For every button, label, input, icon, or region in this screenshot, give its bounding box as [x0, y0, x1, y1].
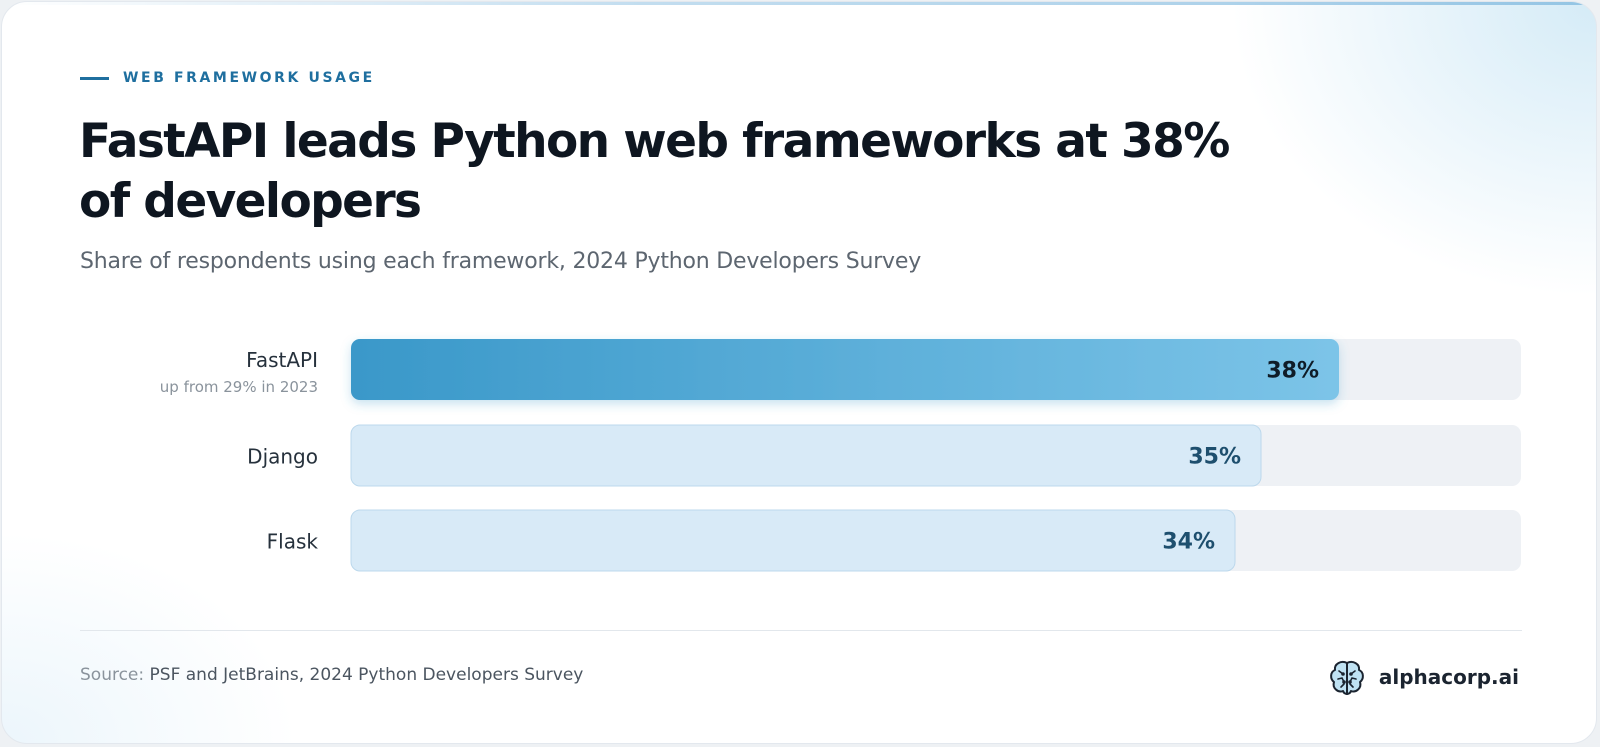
- category-note-fastapi: up from 29% in 2023: [160, 378, 318, 396]
- source-text: PSF and JetBrains, 2024 Python Developer…: [149, 665, 584, 685]
- source-line: Source: PSF and JetBrains, 2024 Python D…: [80, 665, 583, 685]
- eyebrow-rule: [80, 76, 109, 80]
- eyebrow-text: WEB FRAMEWORK USAGE: [123, 70, 375, 86]
- chart-title: FastAPI leads Python web frameworks at 3…: [79, 114, 1230, 229]
- bar-fastapi: [351, 339, 1339, 400]
- brand: alphacorp.ai: [1327, 657, 1519, 697]
- bar-value-label-fastapi: 38%: [1266, 359, 1319, 384]
- bar-flask: [350, 509, 1236, 572]
- top-accent-line: [2, 2, 1596, 5]
- category-label-django: Django: [247, 445, 318, 469]
- bar-value-label-flask: 34%: [1162, 530, 1215, 555]
- brand-name: alphacorp.ai: [1378, 665, 1519, 689]
- bar-value-label-django: 35%: [1188, 445, 1241, 470]
- bar-django: [350, 424, 1262, 487]
- category-label-fastapi: FastAPI: [246, 348, 318, 372]
- eyebrow: WEB FRAMEWORK USAGE: [80, 70, 375, 86]
- source-label: Source:: [80, 665, 145, 685]
- brain-icon: [1329, 660, 1364, 695]
- chart-subtitle: Share of respondents using each framewor…: [80, 249, 922, 274]
- category-label-flask: Flask: [267, 530, 319, 554]
- footer-divider: [80, 630, 1522, 631]
